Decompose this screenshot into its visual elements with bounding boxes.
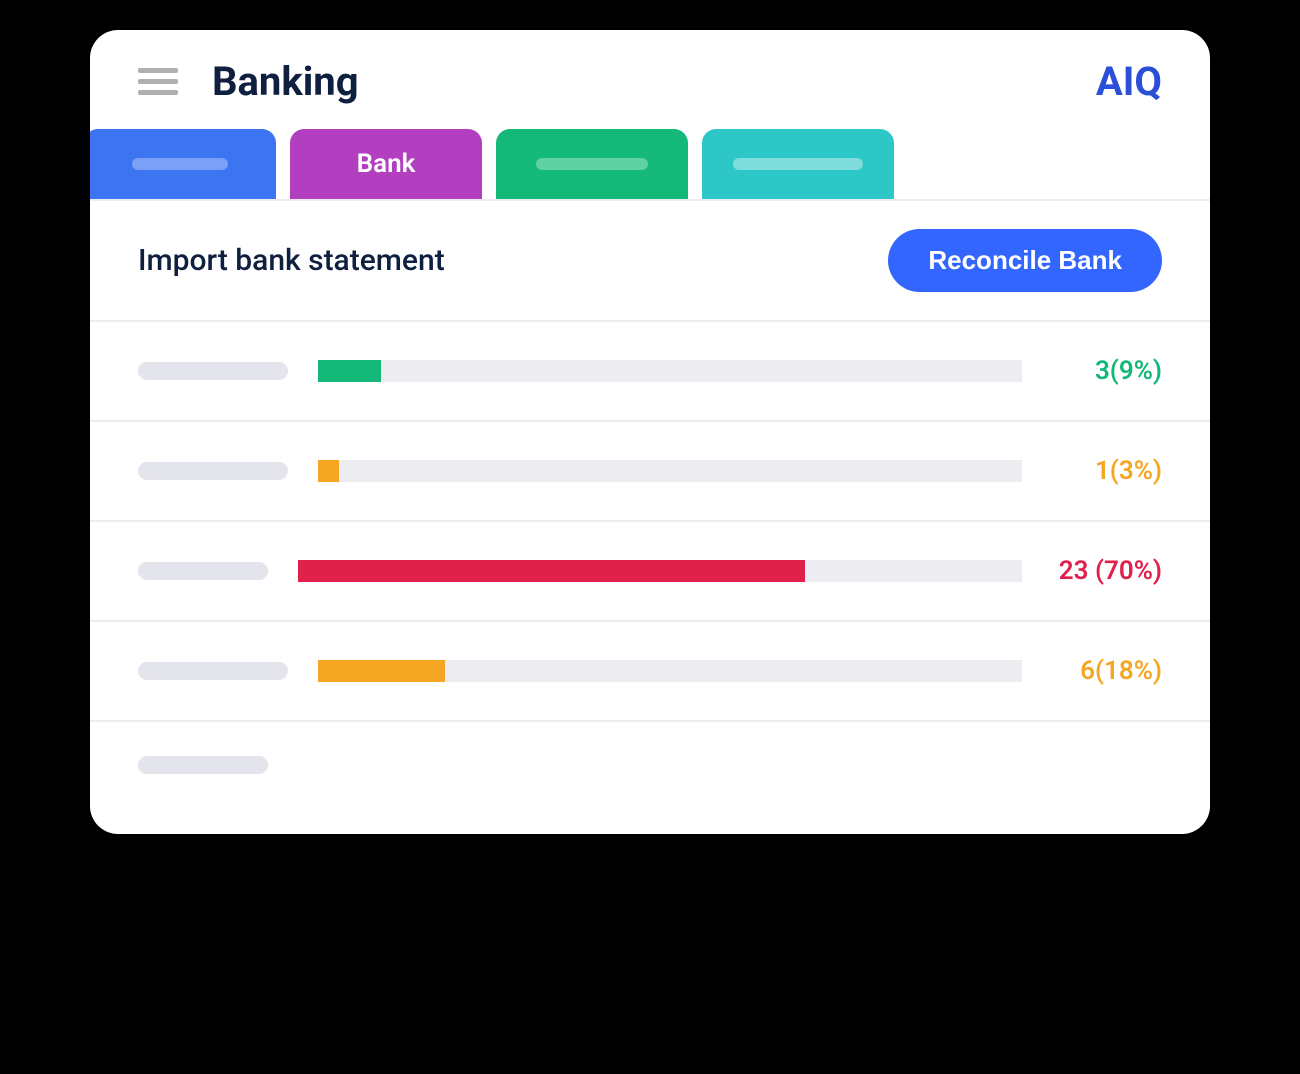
header: Banking AIQ [90,30,1210,129]
progress-fill [318,360,381,382]
progress-track [318,660,1022,682]
row-label-placeholder [138,662,288,680]
app-card: Banking AIQ Bank Import bank statement R… [90,30,1210,834]
tab-4-placeholder [733,158,863,170]
header-left: Banking [138,58,359,105]
page-title: Banking [212,58,359,105]
row-label-placeholder [138,362,288,380]
tab-1[interactable] [90,129,276,199]
tab-bank-label: Bank [357,149,416,179]
row-value: 3(9%) [1052,356,1162,386]
app-logo: AIQ [1096,58,1162,105]
row-value: 6(18%) [1052,656,1162,686]
progress-fill [298,560,805,582]
tab-bar: Bank [90,129,1210,201]
progress-track [318,460,1022,482]
tab-bank[interactable]: Bank [290,129,482,199]
progress-track [318,360,1022,382]
tab-3[interactable] [496,129,688,199]
row-label-placeholder [138,562,268,580]
progress-row [90,722,1210,834]
progress-row: 3(9%) [90,322,1210,422]
menu-icon[interactable] [138,68,178,95]
row-value: 23 (70%) [1052,556,1162,586]
row-label-placeholder [138,756,268,774]
reconcile-bank-button[interactable]: Reconcile Bank [888,229,1162,292]
row-label-placeholder [138,462,288,480]
progress-row: 1(3%) [90,422,1210,522]
tab-1-placeholder [132,158,228,170]
row-value: 1(3%) [1052,456,1162,486]
progress-track [298,560,1022,582]
tab-3-placeholder [536,158,648,170]
progress-fill [318,460,339,482]
progress-row: 23 (70%) [90,522,1210,622]
progress-row: 6(18%) [90,622,1210,722]
subheader: Import bank statement Reconcile Bank [90,201,1210,322]
progress-fill [318,660,445,682]
tab-4[interactable] [702,129,894,199]
subheader-title: Import bank statement [138,243,445,278]
